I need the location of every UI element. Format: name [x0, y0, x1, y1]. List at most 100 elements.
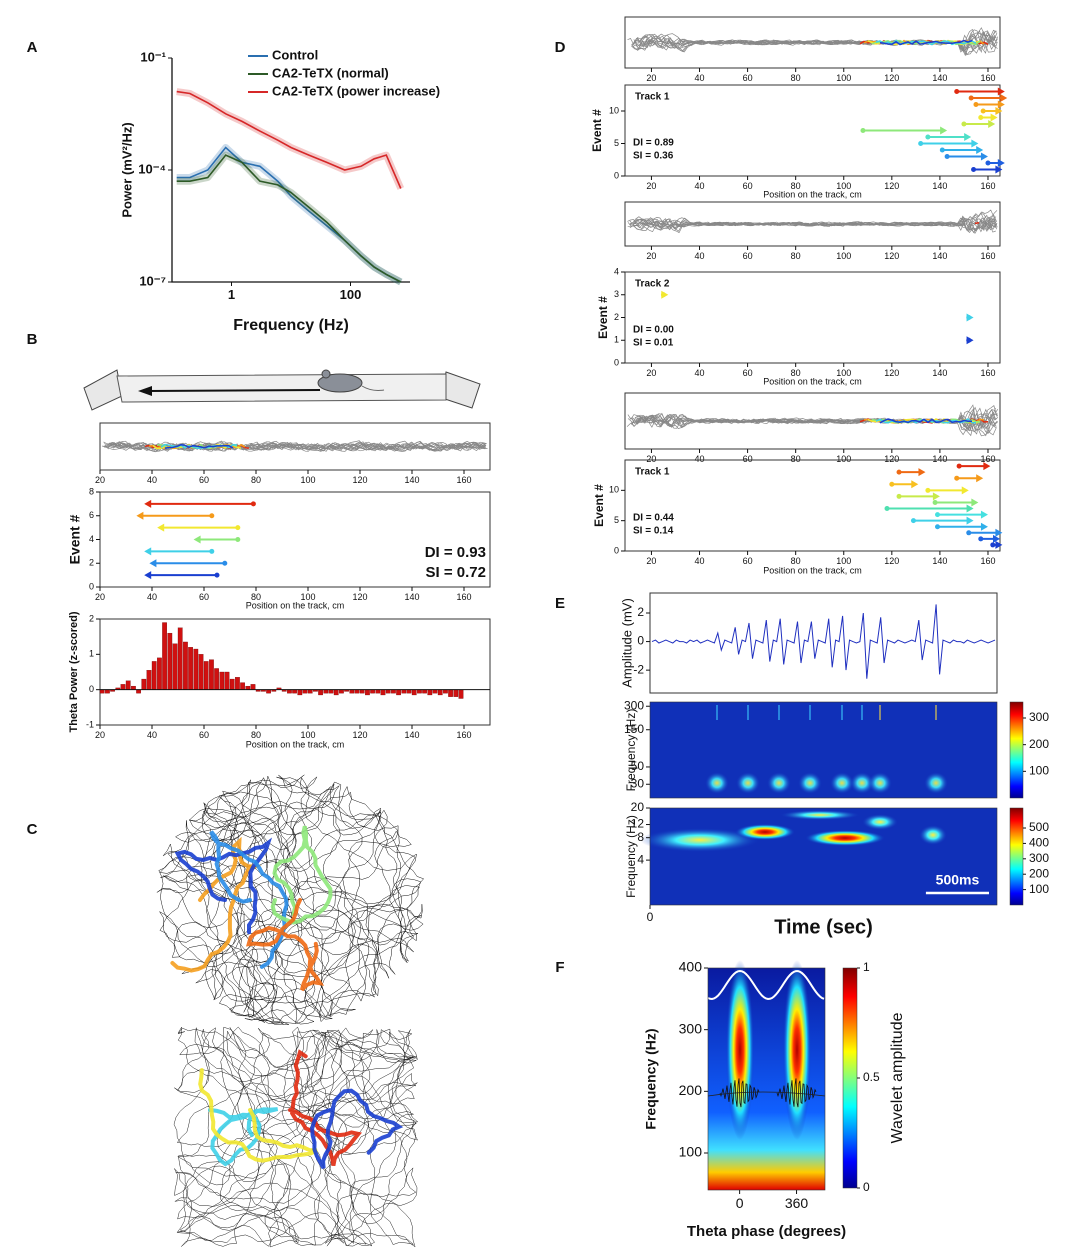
y-tick-label: 1: [89, 649, 94, 659]
event-tail: [214, 572, 220, 578]
event-head: [997, 100, 1005, 109]
annotation: DI = 0.44: [633, 513, 674, 524]
power-blob: [640, 828, 760, 852]
plot-frame: [624, 16, 1001, 69]
event-tail: [980, 108, 986, 114]
y-tick-label: 100: [679, 1144, 703, 1160]
bar: [370, 689, 375, 694]
event-tail: [896, 469, 902, 475]
bar: [266, 689, 271, 694]
power-blob: [862, 814, 898, 830]
event-arrow: [978, 534, 1000, 543]
event-arrow: [966, 336, 974, 345]
lfp-overlay: [719, 1078, 760, 1108]
event-head: [144, 499, 152, 508]
colorbar-tick-label: 300: [1029, 710, 1049, 724]
bar: [417, 689, 422, 694]
x-tick-label: 120: [884, 556, 899, 566]
x-tick-label: 60: [743, 251, 753, 261]
y-tick-label: 8: [89, 486, 94, 496]
event-head: [993, 534, 1000, 543]
colorbar-tick-label: 500: [1029, 820, 1049, 834]
bar: [105, 689, 110, 694]
event-path: [245, 898, 325, 992]
x-tick-label: 160: [980, 251, 995, 261]
y-tick-label: 2: [89, 613, 94, 623]
bar: [432, 689, 438, 694]
event-tail: [966, 315, 972, 320]
x-tick-label: 160: [980, 368, 995, 378]
bar: [151, 661, 157, 690]
event-tail: [860, 128, 866, 133]
event-tail: [961, 121, 967, 127]
trajectory-trace: [633, 209, 998, 232]
bar: [385, 689, 391, 694]
x-tick-label: 60: [199, 730, 209, 740]
event-arrow: [157, 523, 241, 532]
event-head: [976, 146, 984, 154]
x-tick-label: 120: [352, 475, 367, 485]
bar: [359, 689, 365, 694]
bar: [198, 654, 204, 690]
x-tick-label: 40: [695, 251, 705, 261]
y-tick-label: 1: [614, 335, 619, 345]
event-tail: [944, 154, 950, 159]
event-arrow: [954, 474, 984, 483]
x-tick-label: 120: [884, 181, 899, 191]
annotation: SI = 0.36: [633, 151, 674, 162]
bar: [287, 689, 292, 694]
x-tick-label: 80: [791, 556, 801, 566]
event-arrow: [925, 133, 972, 141]
x-tick-label: 0: [647, 910, 654, 924]
colorbar: [842, 967, 858, 1189]
annotation: SI = 0.01: [633, 338, 674, 349]
legend-label: CA2-TeTX (normal): [272, 65, 389, 80]
colorbar: [1009, 701, 1024, 799]
x-tick-label: 100: [836, 73, 851, 83]
event-head: [995, 107, 1003, 115]
x-tick-label: 40: [695, 368, 705, 378]
colorbar-label: Wavelet amplitude: [889, 1012, 906, 1143]
event-arrow: [144, 571, 220, 580]
x-tick-label: 40: [695, 73, 705, 83]
event-tail: [925, 134, 931, 140]
trajectory-trace: [104, 441, 486, 452]
event-arrow: [889, 480, 919, 489]
bar: [307, 689, 313, 694]
x-axis-label: Frequency (Hz): [233, 317, 349, 334]
event-head: [964, 133, 972, 141]
colorbar-tick-label: 100: [1029, 764, 1049, 778]
colorbar-tick-label: 200: [1029, 866, 1049, 880]
event-head: [966, 516, 974, 525]
x-tick-label: 60: [743, 181, 753, 191]
y-tick-label: 30: [631, 776, 645, 790]
x-tick-label: 100: [300, 730, 315, 740]
event-arrow: [966, 528, 1003, 537]
power-blob: [868, 772, 892, 794]
plot-frame: [707, 967, 826, 1191]
bar: [427, 689, 433, 696]
x-tick-label: 20: [646, 368, 656, 378]
bar: [229, 678, 235, 690]
x-tick-label: 60: [199, 475, 209, 485]
x-tick-label: 140: [932, 251, 947, 261]
bar: [245, 685, 251, 690]
event-head: [1000, 94, 1008, 102]
bar: [235, 677, 240, 690]
event-arrow: [932, 498, 979, 507]
x-tick-label: 140: [404, 475, 419, 485]
panel-label: E: [555, 595, 565, 612]
event-trace: [164, 443, 234, 449]
bar: [292, 689, 297, 694]
scale-bar-label: 500ms: [936, 872, 980, 888]
bar: [349, 689, 355, 694]
trajectory-trace: [634, 216, 998, 234]
chart-title: Track 1: [635, 467, 670, 478]
colorbar-tick-label: 400: [1029, 836, 1049, 850]
event-head: [988, 120, 996, 128]
chart-title: Track 2: [635, 279, 670, 290]
bar: [136, 689, 141, 694]
bar: [339, 689, 344, 694]
plot-frame: [624, 392, 1001, 450]
bar: [448, 689, 453, 697]
